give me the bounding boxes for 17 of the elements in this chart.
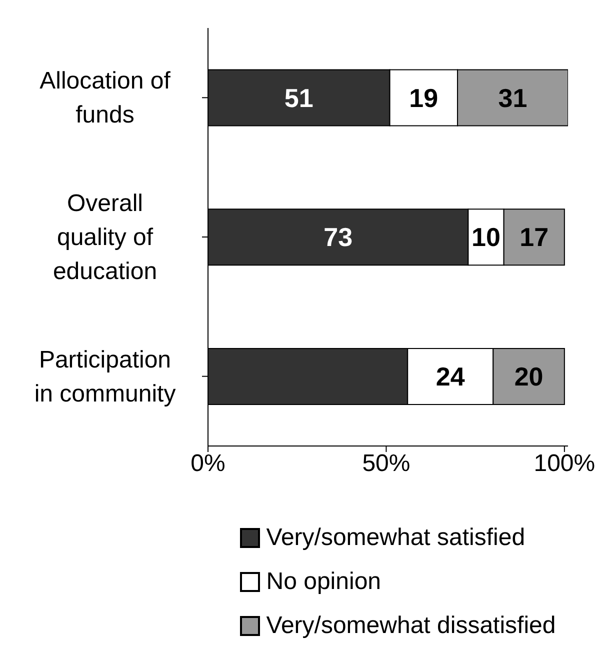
- x-tick-label: 100%: [534, 450, 596, 478]
- data-label: 19: [409, 82, 438, 113]
- legend-label: Very/somewhat dissatisfied: [266, 612, 556, 640]
- x-tick-label: 50%: [362, 450, 410, 478]
- x-tick-label: 0%: [190, 450, 226, 478]
- y-tick-label: Allocation of funds: [40, 67, 171, 128]
- y-tick-label: Participation in community: [34, 346, 176, 407]
- data-label: 17: [520, 222, 549, 252]
- data-label: 20: [514, 361, 544, 392]
- data-label: 24: [436, 361, 466, 392]
- data-label: 10: [472, 222, 500, 252]
- legend-label: No opinion: [266, 568, 382, 596]
- data-label: 73: [324, 222, 353, 252]
- data-label: 31: [498, 82, 528, 113]
- legend-label: Very/somewhat satisfied: [266, 524, 526, 552]
- y-tick-label: Overall quality of education: [52, 190, 158, 284]
- data-label: 51: [284, 82, 314, 113]
